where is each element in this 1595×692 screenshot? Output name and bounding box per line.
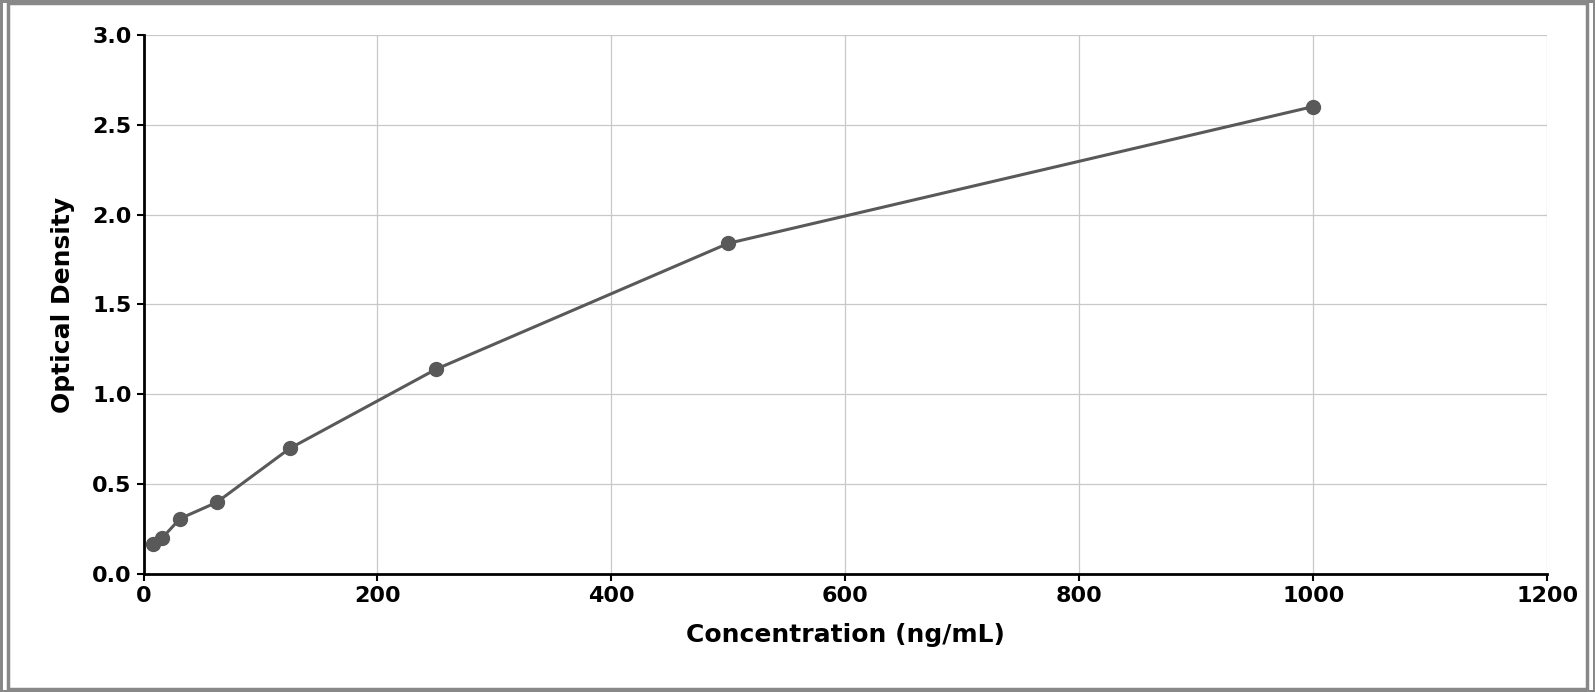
X-axis label: Concentration (ng/mL): Concentration (ng/mL) [686, 623, 1005, 647]
Point [278, 443, 303, 454]
Point [140, 538, 166, 549]
Point [204, 497, 230, 508]
Point [167, 513, 193, 524]
Y-axis label: Optical Density: Optical Density [51, 197, 75, 412]
Point [423, 364, 448, 375]
Point [1300, 101, 1325, 112]
Point [716, 238, 742, 249]
Point [148, 533, 174, 544]
